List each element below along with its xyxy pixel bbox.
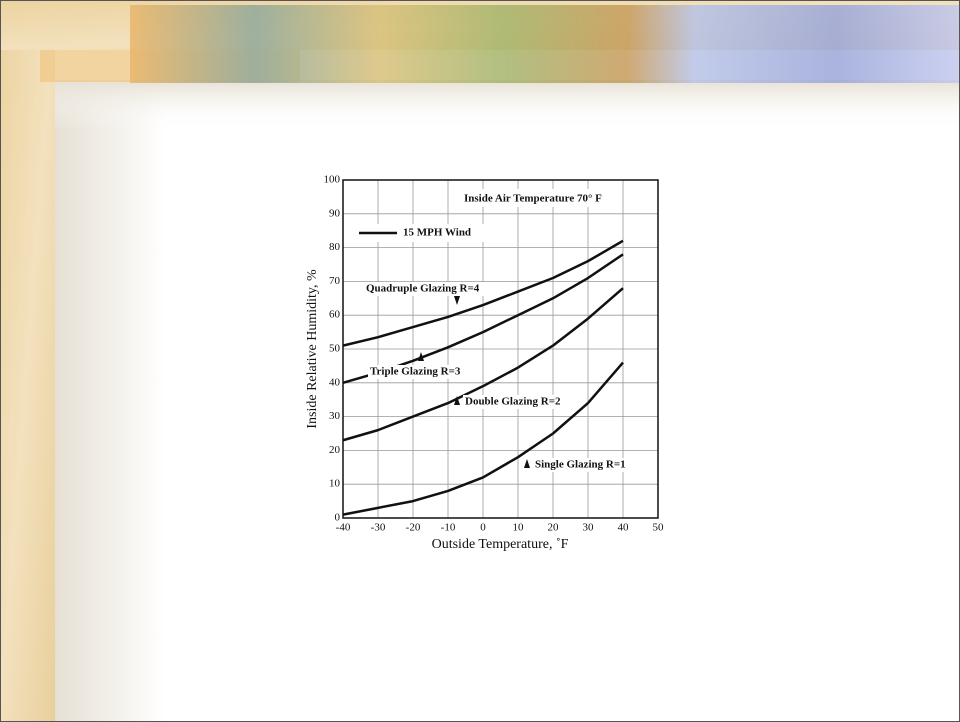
legend-label: 15 MPH Wind <box>403 227 471 239</box>
y-tick-label: 100 <box>324 174 341 186</box>
x-tick-label: -30 <box>371 522 386 534</box>
y-tick-label: 60 <box>329 309 341 321</box>
series-label: Single Glazing R=1 <box>535 459 626 471</box>
x-tick-label: -20 <box>406 522 421 534</box>
y-tick-label: 80 <box>329 241 341 253</box>
chart-title: Inside Air Temperature 70° F <box>464 193 602 205</box>
shadow <box>55 80 165 722</box>
y-axis-label: Inside Relative Humidity, % <box>305 269 320 429</box>
x-tick-label: 30 <box>583 522 595 534</box>
x-tick-label: 50 <box>653 522 665 534</box>
shadow <box>55 80 960 130</box>
x-tick-label: 40 <box>618 522 630 534</box>
x-tick-label: -40 <box>336 522 351 534</box>
series-label: Double Glazing R=2 <box>465 396 561 408</box>
y-tick-label: 70 <box>329 275 341 287</box>
x-axis-label: Outside Temperature, ˚F <box>432 537 569 552</box>
y-tick-label: 90 <box>329 207 341 219</box>
x-tick-label: -10 <box>441 522 456 534</box>
y-tick-label: 30 <box>329 410 341 422</box>
series-label: Quadruple Glazing R=4 <box>366 283 480 295</box>
banner <box>130 5 960 83</box>
side-strip <box>0 0 55 722</box>
slide: Inside Relative Humidity, % Outside Temp… <box>0 0 960 722</box>
y-tick-label: 10 <box>329 478 341 490</box>
y-tick-label: 40 <box>329 376 341 388</box>
x-tick-label: 20 <box>548 522 560 534</box>
x-tick-label: 10 <box>513 522 525 534</box>
y-tick-label: 20 <box>329 444 341 456</box>
y-tick-label: 50 <box>329 343 341 355</box>
x-tick-label: 0 <box>480 522 486 534</box>
series-label: Triple Glazing R=3 <box>370 366 461 378</box>
